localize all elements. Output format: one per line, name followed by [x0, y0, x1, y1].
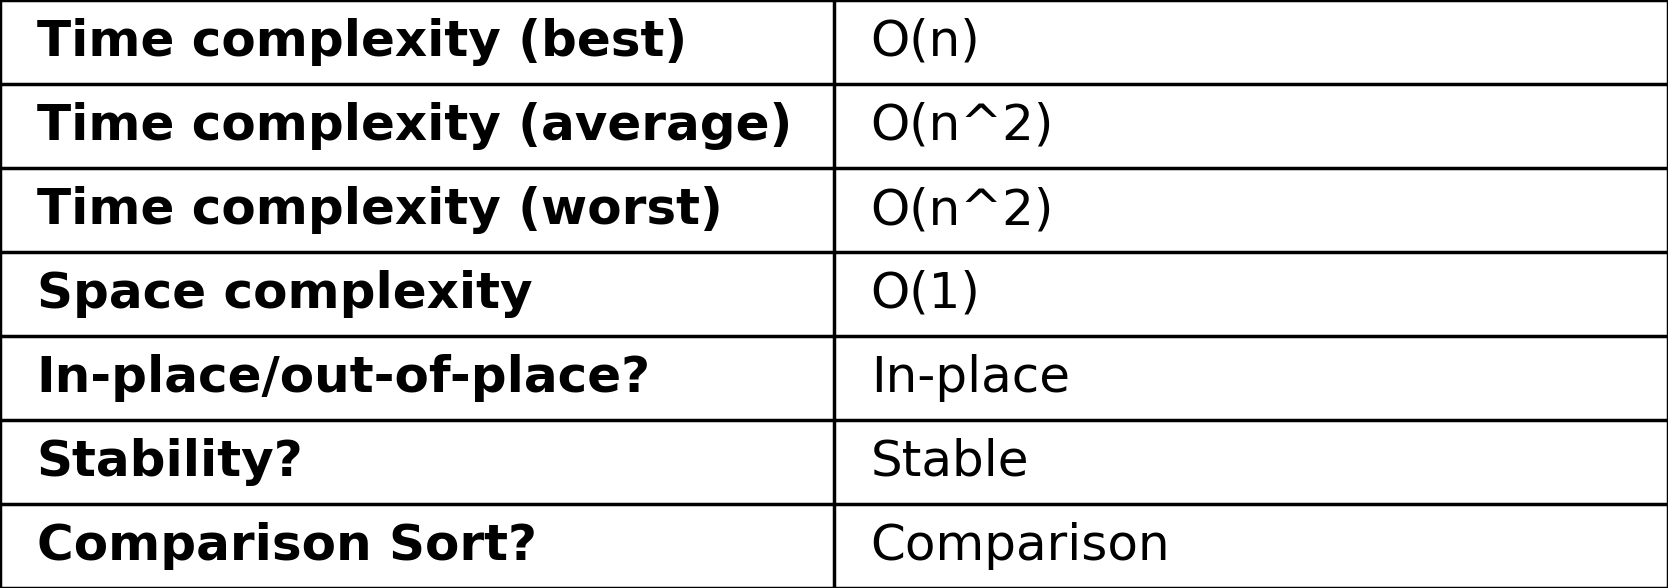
- Text: Time complexity (average): Time complexity (average): [37, 102, 792, 150]
- Text: In-place: In-place: [871, 354, 1069, 402]
- Text: Time complexity (best): Time complexity (best): [37, 18, 687, 66]
- Text: Comparison: Comparison: [871, 522, 1171, 570]
- Text: Comparison Sort?: Comparison Sort?: [37, 522, 537, 570]
- Text: O(1): O(1): [871, 270, 981, 318]
- Text: O(n^2): O(n^2): [871, 186, 1054, 234]
- Text: O(n): O(n): [871, 18, 981, 66]
- Text: Space complexity: Space complexity: [37, 270, 532, 318]
- Text: O(n^2): O(n^2): [871, 102, 1054, 150]
- Text: Stability?: Stability?: [37, 438, 304, 486]
- Text: In-place/out-of-place?: In-place/out-of-place?: [37, 354, 651, 402]
- Text: Time complexity (worst): Time complexity (worst): [37, 186, 722, 234]
- Text: Stable: Stable: [871, 438, 1029, 486]
